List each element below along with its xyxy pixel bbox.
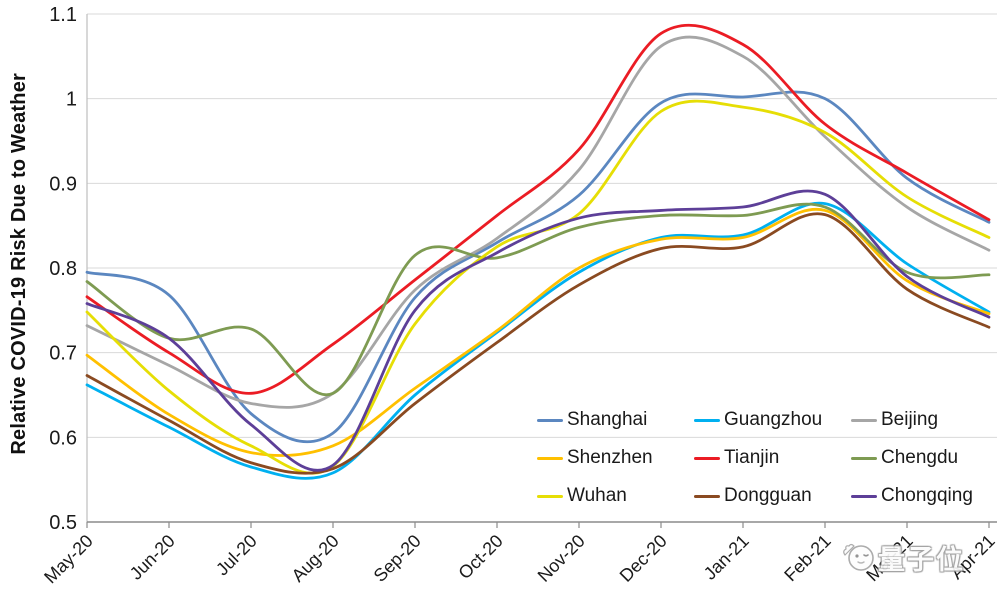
legend-item-chongqing: Chongqing	[851, 485, 1007, 507]
legend-swatch-chengdu	[851, 456, 877, 460]
legend-item-tianjin: Tianjin	[694, 447, 851, 469]
x-tick-label: Apr-21	[946, 531, 998, 583]
legend-item-chengdu: Chengdu	[851, 447, 1007, 469]
legend-item-beijing: Beijing	[851, 409, 1007, 431]
chart-legend: Shanghai Guangzhou Beijing Shenzhen Tianjin C…	[537, 401, 1007, 515]
y-tick-label: 0.5	[49, 512, 77, 534]
legend-label: Chongqing	[881, 485, 973, 506]
x-tick-label: Mar-21	[862, 531, 916, 585]
series-line-shanghai	[85, 90, 991, 444]
legend-label: Shanghai	[567, 409, 648, 430]
x-tick-label: Jul-20	[212, 531, 261, 580]
legend-swatch-dongguan	[694, 494, 720, 498]
legend-swatch-beijing	[851, 418, 877, 422]
legend-swatch-shanghai	[537, 418, 563, 422]
x-tick-label: Dec-20	[616, 531, 671, 586]
y-tick-label: 0.9	[49, 173, 77, 195]
series-line-chongqing	[85, 189, 991, 472]
series-line-tianjin	[85, 23, 991, 395]
legend-item-shanghai: Shanghai	[537, 409, 694, 431]
x-tick-label: Oct-20	[454, 531, 506, 583]
legend-item-shenzhen: Shenzhen	[537, 447, 694, 469]
series-line-dongguan	[85, 212, 991, 475]
x-tick-label: May-20	[40, 531, 97, 588]
legend-label: Dongguan	[724, 485, 812, 506]
series-line-guangzhou	[85, 201, 991, 480]
y-tick-label: 0.6	[49, 427, 77, 449]
series-line-shenzhen	[85, 207, 991, 457]
legend-swatch-guangzhou	[694, 418, 720, 422]
series-line-wuhan	[85, 99, 991, 475]
x-tick-label: Jan-21	[700, 531, 753, 584]
legend-label: Tianjin	[724, 447, 780, 468]
legend-label: Guangzhou	[724, 409, 823, 430]
legend-swatch-wuhan	[537, 494, 563, 498]
legend-item-dongguan: Dongguan	[694, 485, 851, 507]
x-tick-label: Jun-20	[126, 531, 179, 584]
series-line-chengdu	[85, 202, 991, 397]
legend-item-guangzhou: Guangzhou	[694, 409, 851, 431]
y-tick-label: 1.1	[49, 4, 77, 26]
legend-label: Beijing	[881, 409, 939, 430]
x-tick-label: Nov-20	[534, 531, 589, 586]
series-line-beijing	[85, 35, 991, 409]
y-tick-label: 0.8	[49, 258, 77, 280]
x-tick-label: Aug-20	[288, 531, 343, 586]
x-tick-label: Feb-21	[780, 531, 834, 585]
legend-swatch-chongqing	[851, 494, 877, 498]
y-tick-label: 0.7	[49, 343, 77, 365]
y-tick-label: 1	[66, 89, 77, 111]
legend-label: Wuhan	[567, 485, 627, 506]
legend-swatch-tianjin	[694, 456, 720, 460]
x-tick-label: Sep-20	[370, 531, 425, 586]
legend-item-wuhan: Wuhan	[537, 485, 694, 507]
legend-label: Shenzhen	[567, 447, 653, 468]
legend-swatch-shenzhen	[537, 456, 563, 460]
legend-label: Chengdu	[881, 447, 959, 468]
